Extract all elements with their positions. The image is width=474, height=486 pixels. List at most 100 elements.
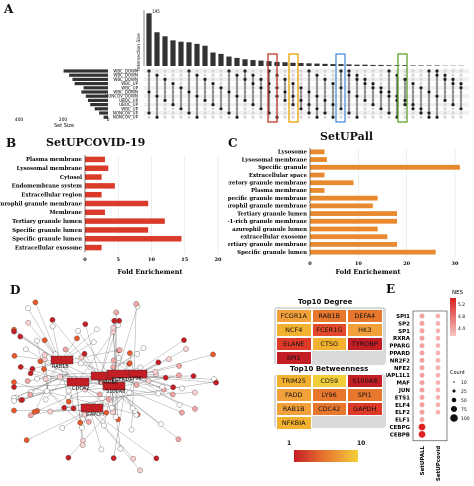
network-node [130,455,136,462]
network-node [96,391,103,398]
network-node [61,405,67,411]
network-node [85,419,92,425]
network-node [191,389,198,396]
network-edge [111,339,185,389]
network-node [176,401,183,408]
tf-label: RXRA [393,336,411,342]
network-node [65,398,72,405]
matrix-dot-inactive [219,73,223,77]
matrix-dot-inactive [219,111,223,115]
betweenness-tile: S100A8 [347,374,383,388]
node-label-s100a8: S100A8 [106,389,125,395]
network-edge [75,383,83,446]
betweenness-tile: CDC42 [311,402,347,416]
network-node [32,299,39,306]
network-node [82,321,89,327]
network-node [93,326,100,333]
matrix-dot-inactive [363,107,367,111]
set-name-label: NONCOV_DOWN [105,94,138,99]
network-edge [52,319,101,379]
tf-label: JUN [398,388,411,394]
matrix-dot-inactive [203,69,207,73]
betweenness-tile: FADD [276,388,312,402]
network-node [27,391,33,398]
network-edge [129,375,135,393]
chart-c-category-label: Tertiary granule membrane [228,242,308,248]
set-size-tick: 0 [107,117,110,123]
intersection-bar [234,57,240,66]
chart-c-xtick-label: 10 [355,261,362,267]
chart-b-category-label: Plasma membrane [26,157,83,163]
matrix-dot-inactive [379,77,383,81]
degree-tile: NCF4 [276,323,312,337]
network-node [158,421,164,428]
intersection-bar [330,64,336,66]
network-node [79,442,86,448]
network-node [170,384,176,391]
network-edge [89,409,157,459]
nes-legend-tick: 5.2 [458,302,465,308]
set-size-bar [103,115,108,119]
degree-tile: HK3 [347,323,383,337]
matrix-dot-inactive [171,73,175,77]
matrix-dot-inactive [379,115,383,119]
tf-label: CEBPG [389,425,410,431]
network-node [176,372,182,379]
network-node [90,339,97,345]
top10-betweenness-title: Top10 Betweenness [290,365,369,373]
network-edge [34,361,61,412]
dot-setupall [419,409,425,415]
network-node [110,364,117,370]
network-node [113,309,120,316]
network-node [77,419,83,426]
matrix-dot-inactive [259,69,263,73]
set-size-bar [74,82,108,86]
network-node [112,414,119,420]
set-size-bar [72,77,108,81]
network-node [110,455,117,461]
intersection-bar [338,64,344,66]
network-node [179,409,185,416]
highlight-box [267,53,278,123]
network-edge [40,361,69,375]
matrix-dot-inactive [419,73,423,77]
count-legend-dot [450,414,458,422]
dot-setupcovid [435,372,441,378]
network-node [11,407,17,414]
chart-c-category-label: extracellular exosome [241,235,308,241]
network-edge [133,375,215,380]
dot-setupall [419,394,425,400]
network-edge [25,349,69,375]
betweenness-tile: TRIM25 [276,374,312,388]
degree-tile: ELANE [276,337,312,351]
chart-c-xtick-label: 0 [308,261,312,267]
chart-b-bar [85,227,149,233]
network-node [181,337,187,343]
chart-b-xtick-label: 5 [117,257,121,263]
chart-c-bar [310,211,397,216]
panel-a-letter: A [4,2,14,16]
intersection-bar [394,65,400,66]
intersection-bar [306,63,312,66]
degree-tile: CTSG [311,337,347,351]
matrix-dot-inactive [259,73,263,77]
network-node [127,350,133,356]
chart-b-category-label: Cytosol [60,175,82,181]
count-legend-tick: 75 [461,407,467,413]
network-node [111,318,117,324]
network-node [126,389,133,396]
dot-setupall [419,372,425,378]
network-edge [133,304,137,377]
count-legend-dot [452,389,456,393]
set-size-bar [83,86,108,90]
network-edge [103,387,113,426]
matrix-dot-inactive [371,107,375,111]
set-size-label: Set Size [54,123,74,129]
chart-b-bar [85,200,149,207]
betweenness-tile: RAB1B [276,402,312,416]
network-node [74,335,80,342]
dot-setupall [419,417,425,423]
chart-b-xtick-label: 10 [148,257,155,263]
dot-setupall [418,423,426,431]
